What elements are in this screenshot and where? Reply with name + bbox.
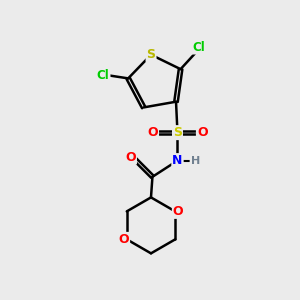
Text: Cl: Cl <box>192 40 205 54</box>
Text: O: O <box>147 126 158 139</box>
Text: O: O <box>173 205 184 218</box>
Text: Cl: Cl <box>97 69 110 82</box>
Text: O: O <box>197 126 208 139</box>
Text: S: S <box>173 126 182 139</box>
Text: O: O <box>125 151 136 164</box>
Text: H: H <box>190 156 200 166</box>
Text: N: N <box>172 154 183 167</box>
Text: O: O <box>118 233 129 246</box>
Text: S: S <box>146 48 155 61</box>
